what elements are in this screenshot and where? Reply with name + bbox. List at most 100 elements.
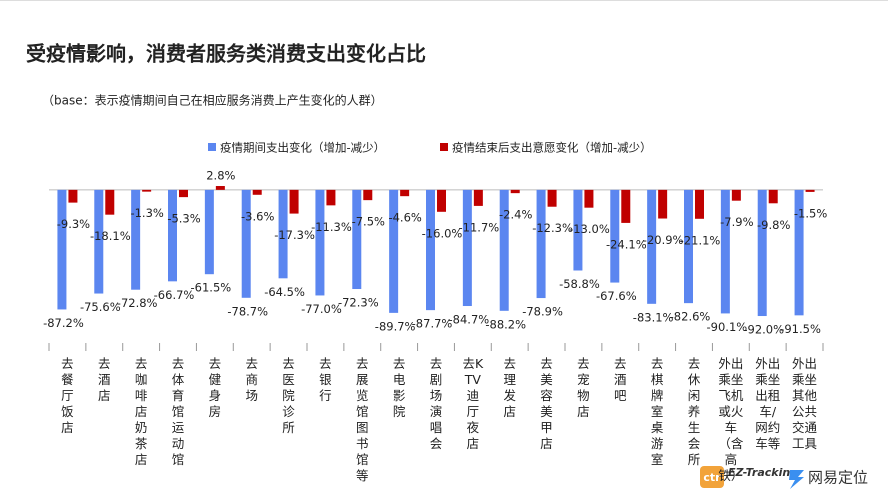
- x-tick-label: 去酒吧: [614, 356, 627, 403]
- data-label: -78.9%: [522, 305, 563, 319]
- x-tick-label: 去休闲养生会所: [687, 356, 701, 467]
- x-tick-label: 去理发店: [503, 356, 516, 419]
- bar: [363, 189, 373, 201]
- data-label: -9.8%: [757, 218, 790, 232]
- x-tick-label: 去餐厅饭店: [61, 356, 74, 435]
- data-label: -4.6%: [388, 211, 421, 225]
- bar: [536, 189, 546, 299]
- data-label: -11.3%: [311, 220, 352, 234]
- bar: [547, 189, 557, 207]
- bar: [389, 189, 399, 313]
- bar: [473, 189, 483, 206]
- x-tick-label: 去酒店: [98, 356, 111, 403]
- x-tick-label: 去美容美甲店: [540, 356, 553, 451]
- bar: [289, 189, 299, 214]
- bar: [326, 189, 336, 206]
- bar: [573, 189, 583, 271]
- bar: [695, 189, 704, 219]
- bar: [179, 189, 188, 198]
- data-label: -5.3%: [167, 212, 200, 226]
- data-label: -90.1%: [707, 320, 748, 334]
- data-label: -24.1%: [606, 237, 647, 251]
- logo-mark: ctr: [703, 471, 721, 484]
- logo-icon: [789, 470, 804, 489]
- data-label: -11.7%: [459, 220, 500, 234]
- bar: [105, 189, 115, 215]
- bar: [499, 189, 509, 311]
- x-tick-label: 外出乘坐其他公共交通工具: [792, 356, 818, 451]
- bar: [94, 189, 104, 294]
- bar: [720, 189, 730, 314]
- data-label: -91.5%: [780, 322, 821, 336]
- data-label: -1.3%: [130, 206, 163, 220]
- data-label: -2.4%: [499, 208, 532, 222]
- data-label: -7.5%: [352, 215, 385, 229]
- data-label: -17.3%: [274, 228, 315, 242]
- data-label: -7.9%: [720, 215, 753, 229]
- data-label: -78.7%: [227, 304, 268, 318]
- bar: [805, 189, 815, 192]
- x-tick-label: 去宠物店: [577, 356, 590, 419]
- bar: [768, 189, 778, 204]
- bar: [610, 189, 620, 283]
- x-tick-label: 去商场: [245, 356, 258, 403]
- x-tick-label: 去体育馆运动馆: [171, 356, 185, 467]
- x-tick-label: 去银行: [319, 356, 332, 403]
- data-label: -13.0%: [569, 222, 610, 236]
- bar: [731, 189, 741, 201]
- data-label: -75.6%: [80, 300, 121, 314]
- x-tick-label: 去咖啡店奶茶店: [134, 356, 148, 467]
- data-label: -3.6%: [241, 209, 274, 223]
- bar: [426, 189, 435, 311]
- bar: [204, 189, 214, 275]
- x-tick-label: 去医院诊所: [282, 356, 295, 435]
- bar: [57, 189, 67, 310]
- bar: [142, 189, 152, 192]
- x-tick-label: 去电影院: [392, 356, 406, 419]
- bar: [437, 189, 446, 212]
- x-tick-label: 去健身房: [208, 356, 222, 419]
- legend-label: 疫情期间支出变化（增加-减少）: [220, 141, 385, 155]
- logo-icon: [700, 466, 724, 488]
- data-label: -9.3%: [57, 217, 90, 231]
- data-label: -87.2%: [43, 316, 84, 330]
- data-label: -66.7%: [154, 288, 195, 302]
- bar: [462, 189, 472, 307]
- data-label: -67.6%: [596, 289, 637, 303]
- data-label: -16.0%: [422, 226, 463, 240]
- data-label: -64.5%: [264, 285, 305, 299]
- bar: [315, 189, 325, 296]
- bar: [647, 189, 657, 304]
- data-label: -12.3%: [532, 221, 573, 235]
- data-label: -1.5%: [794, 206, 827, 220]
- data-label: -88.2%: [485, 317, 526, 331]
- bar: [215, 186, 225, 190]
- bar: [621, 189, 631, 223]
- x-tick-label: 外出乘坐飞机或火车（含高铁）: [718, 356, 744, 483]
- data-label: -89.7%: [375, 319, 416, 333]
- data-label: -58.8%: [559, 277, 600, 291]
- x-tick-label: 外出乘坐出租车/网约车等: [755, 356, 781, 451]
- data-label: -72.8%: [117, 296, 158, 310]
- bar: [278, 189, 288, 279]
- logo-text: 网易定位: [808, 469, 868, 487]
- data-label: -87.7%: [412, 317, 453, 331]
- x-tick-label: 去展览馆图书馆等: [356, 356, 369, 483]
- data-label: -18.1%: [90, 229, 131, 243]
- chart-title: 受疫情影响，消费者服务类消费支出变化占比: [26, 42, 426, 66]
- data-label: -20.9%: [643, 233, 684, 247]
- bar: [757, 189, 767, 317]
- bar: [252, 189, 262, 195]
- bar: [241, 189, 251, 298]
- bar: [68, 189, 78, 203]
- bar: [794, 189, 804, 316]
- bar: [584, 189, 594, 208]
- legend-label: 疫情结束后支出意愿变化（增加-减少）: [452, 141, 652, 155]
- bar: [352, 189, 362, 290]
- data-label: -61.5%: [191, 281, 232, 295]
- data-label: 2.8%: [206, 169, 235, 183]
- data-label: -83.1%: [633, 310, 674, 324]
- data-label: -84.7%: [449, 313, 490, 327]
